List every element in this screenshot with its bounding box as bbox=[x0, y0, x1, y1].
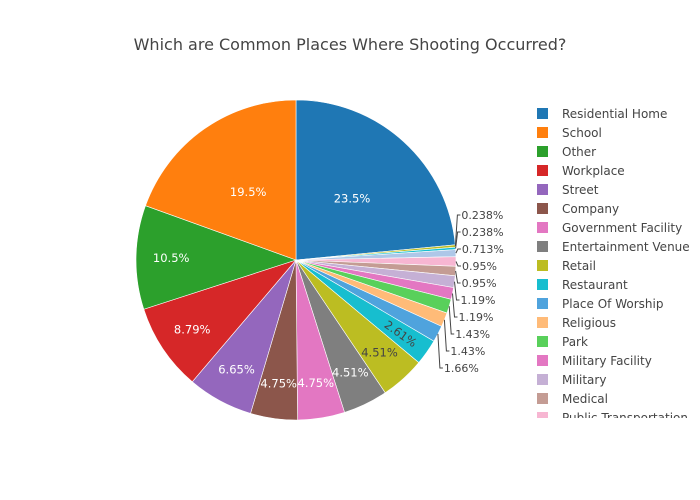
leader-line-public-transportation bbox=[455, 261, 461, 267]
leader-line-park bbox=[448, 306, 455, 335]
legend-swatch bbox=[537, 298, 548, 309]
legend-label: Street bbox=[562, 183, 599, 197]
slice-label-other-location: 0.713% bbox=[462, 243, 504, 256]
slice-label-military: 1.19% bbox=[461, 294, 496, 307]
legend-swatch bbox=[537, 184, 548, 195]
slice-label-public-transportation: 0.95% bbox=[462, 260, 497, 273]
legend-label: Place Of Worship bbox=[562, 297, 663, 311]
legend-swatch bbox=[537, 108, 548, 119]
legend-label: Entertainment Venue bbox=[562, 240, 690, 254]
legend-item-retail[interactable]: Retail bbox=[537, 259, 596, 273]
leader-line-other-location bbox=[455, 248, 461, 254]
slice-label-government-facility: 4.75% bbox=[298, 376, 335, 390]
legend-item-religious[interactable]: Religious bbox=[537, 316, 616, 330]
legend-swatch bbox=[537, 127, 548, 138]
slice-label-street: 6.65% bbox=[218, 363, 255, 377]
legend-item-workplace[interactable]: Workplace bbox=[537, 164, 625, 178]
legend-item-medical[interactable]: Medical bbox=[537, 392, 608, 406]
legend-item-street[interactable]: Street bbox=[537, 183, 599, 197]
slice-residential-home[interactable] bbox=[295, 99, 456, 261]
legend-swatch bbox=[537, 260, 548, 271]
legend-swatch bbox=[537, 317, 548, 328]
legend-item-place-of-worship[interactable]: Place Of Worship bbox=[537, 297, 663, 311]
legend-label: Government Facility bbox=[562, 221, 682, 235]
legend-label: Public Transportation bbox=[562, 411, 688, 425]
leader-line-group-home bbox=[454, 214, 461, 247]
slice-label-retail: 4.51% bbox=[361, 346, 398, 360]
slice-label-airport: 0.238% bbox=[462, 226, 504, 239]
legend-item-school[interactable]: School bbox=[537, 126, 602, 140]
slice-label-military-facility: 1.19% bbox=[459, 311, 494, 324]
legend: Residential Home School Other Workplace Stre… bbox=[537, 107, 690, 425]
legend-item-park[interactable]: Park bbox=[537, 335, 588, 349]
slice-other[interactable] bbox=[135, 205, 297, 310]
legend-swatch bbox=[537, 412, 548, 418]
legend-item-restaurant[interactable]: Restaurant bbox=[537, 278, 628, 292]
legend-item-military[interactable]: Military bbox=[537, 373, 606, 387]
slice-label-school: 19.5% bbox=[230, 185, 267, 199]
slice-label-medical: 0.95% bbox=[462, 277, 497, 290]
leader-line-military bbox=[454, 281, 460, 301]
legend-item-residential-home[interactable]: Residential Home bbox=[537, 107, 667, 121]
slice-label-company: 4.75% bbox=[260, 377, 297, 391]
legend-label: Medical bbox=[562, 392, 608, 406]
legend-swatch bbox=[537, 355, 548, 366]
legend-swatch bbox=[537, 374, 548, 385]
leader-line-military-facility bbox=[452, 293, 458, 318]
legend-swatch bbox=[537, 222, 548, 233]
legend-label: School bbox=[562, 126, 602, 140]
slice-workplace[interactable] bbox=[143, 259, 297, 383]
leader-line-religious bbox=[443, 319, 450, 352]
legend-label: Military bbox=[562, 373, 606, 387]
legend-swatch bbox=[537, 241, 548, 252]
slice-label-group-home: 0.238% bbox=[461, 209, 503, 222]
slice-label-residential-home: 23.5% bbox=[334, 191, 371, 205]
legend-item-government-facility[interactable]: Government Facility bbox=[537, 221, 682, 235]
legend-swatch bbox=[537, 146, 548, 157]
legend-item-company[interactable]: Company bbox=[537, 202, 619, 216]
leader-line-place-of-worship bbox=[437, 333, 443, 369]
legend-swatch bbox=[537, 393, 548, 404]
legend-label: Restaurant bbox=[562, 278, 628, 292]
slice-label-other: 10.5% bbox=[153, 251, 190, 265]
legend-swatch bbox=[537, 279, 548, 290]
leader-line-airport bbox=[455, 231, 461, 249]
legend-label: Residential Home bbox=[562, 107, 667, 121]
slice-school[interactable] bbox=[145, 99, 297, 261]
legend-label: Military Facility bbox=[562, 354, 652, 368]
legend-label: Company bbox=[562, 202, 619, 216]
leader-line-medical bbox=[455, 270, 461, 284]
legend-label: Retail bbox=[562, 259, 596, 273]
slice-label-park: 1.43% bbox=[455, 328, 490, 341]
legend-item-military-facility[interactable]: Military Facility bbox=[537, 354, 652, 368]
slice-label-religious: 1.43% bbox=[450, 345, 485, 358]
legend-item-other[interactable]: Other bbox=[537, 145, 596, 159]
legend-label: Park bbox=[562, 335, 588, 349]
slice-label-workplace: 8.79% bbox=[174, 322, 211, 336]
legend-item-public-transportation[interactable]: Public Transportation bbox=[537, 411, 688, 425]
chart-title: Which are Common Places Where Shooting O… bbox=[134, 35, 567, 54]
slice-label-entertainment-venue: 4.51% bbox=[332, 365, 369, 379]
slice-labels-outside: 0.238% 0.238% 0.713% 0.95% 0.95% 1.19% 1.19% 1.… bbox=[437, 209, 504, 375]
legend-swatch bbox=[537, 336, 548, 347]
pie-slices bbox=[135, 99, 457, 421]
legend-swatch bbox=[537, 165, 548, 176]
legend-label: Religious bbox=[562, 316, 616, 330]
slice-label-place-of-worship: 1.66% bbox=[444, 362, 479, 375]
legend-item-entertainment-venue[interactable]: Entertainment Venue bbox=[537, 240, 690, 254]
legend-label: Workplace bbox=[562, 164, 625, 178]
legend-label: Other bbox=[562, 145, 596, 159]
legend-swatch bbox=[537, 203, 548, 214]
